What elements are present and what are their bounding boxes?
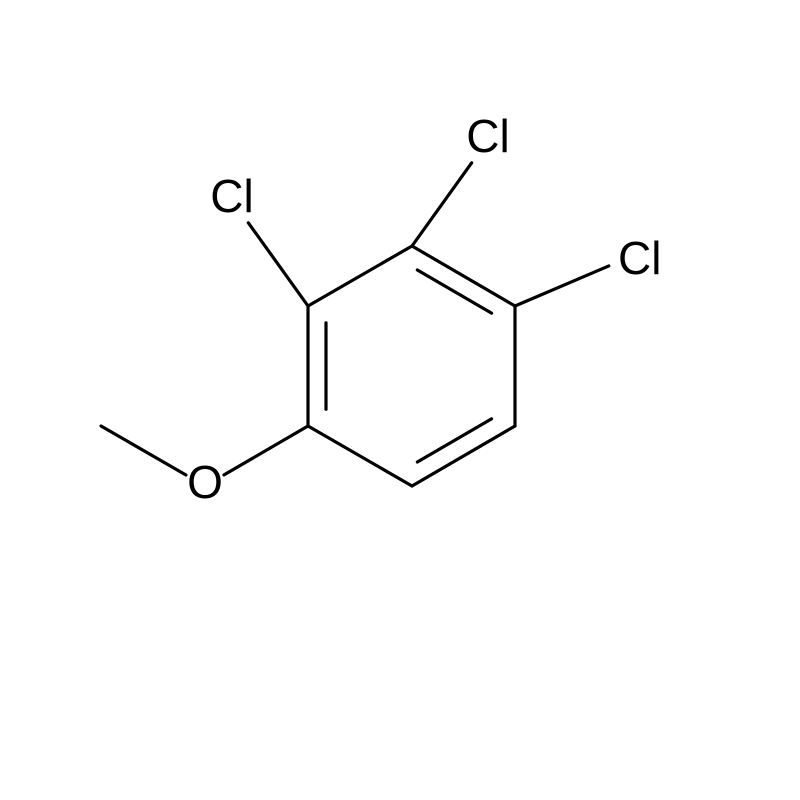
atom-label-o: O [187,456,223,508]
atom-label-cl3: Cl [618,232,661,284]
atom-label-cl1: Cl [210,170,253,222]
molecule-diagram: O Cl Cl Cl [0,0,800,800]
atom-label-cl2: Cl [466,110,509,162]
